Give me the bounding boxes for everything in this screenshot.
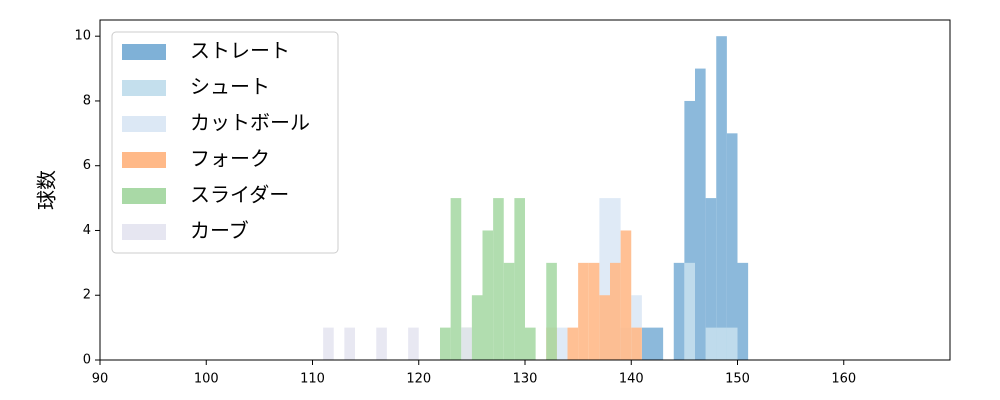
x-tick-label: 140 <box>619 372 644 387</box>
bar <box>620 230 632 360</box>
x-tick-label: 130 <box>513 372 538 387</box>
x-tick-label: 160 <box>831 372 856 387</box>
bar <box>567 327 579 360</box>
bar <box>323 327 334 360</box>
y-tick-label: 10 <box>74 29 91 44</box>
x-tick-label: 100 <box>194 372 219 387</box>
bar <box>673 262 685 360</box>
y-axis-label: 球数 <box>35 170 59 210</box>
bar <box>737 262 749 360</box>
bar <box>684 100 695 360</box>
bar <box>695 68 706 361</box>
bar <box>503 262 515 360</box>
bar <box>631 327 642 360</box>
bar <box>525 327 536 360</box>
bar <box>408 327 419 360</box>
bar <box>556 327 568 360</box>
bar <box>705 198 717 360</box>
bar <box>514 198 525 360</box>
legend-swatch <box>122 80 166 96</box>
bar <box>716 36 727 360</box>
legend-swatch <box>122 152 166 168</box>
bar <box>705 327 717 360</box>
bar <box>684 262 695 360</box>
bar <box>726 327 738 360</box>
bar <box>610 262 621 360</box>
bar <box>599 198 610 360</box>
bar <box>588 262 600 360</box>
bar <box>493 198 504 360</box>
legend-swatch <box>122 188 166 204</box>
bar <box>599 295 610 360</box>
x-tick-label: 110 <box>300 372 325 387</box>
bar <box>482 230 494 360</box>
bar <box>578 262 589 360</box>
bar <box>641 327 653 360</box>
legend-label: カーブ <box>190 219 249 243</box>
y-tick-label: 6 <box>83 158 91 173</box>
x-tick-label: 150 <box>725 372 750 387</box>
y-tick-label: 2 <box>83 288 91 303</box>
legend-label: カットボール <box>190 111 310 135</box>
bar <box>461 327 472 360</box>
bar <box>344 327 355 360</box>
y-tick-label: 8 <box>83 93 91 108</box>
legend-label: スライダー <box>190 183 289 207</box>
legend-box <box>111 31 339 254</box>
bar <box>546 262 557 360</box>
legend-swatch <box>122 224 166 240</box>
y-tick-label: 4 <box>83 223 91 238</box>
bar <box>450 198 462 360</box>
bar <box>440 327 451 360</box>
y-tick-label: 0 <box>83 353 91 368</box>
bar <box>376 327 387 360</box>
legend-label: ストレート <box>190 39 290 63</box>
bar <box>716 327 727 360</box>
bar <box>652 327 664 360</box>
legend-label: フォーク <box>190 147 270 171</box>
legend-swatch <box>122 44 166 60</box>
x-tick-label: 90 <box>92 372 109 387</box>
bar <box>471 295 483 360</box>
x-tick-label: 120 <box>406 372 431 387</box>
legend-swatch <box>122 116 166 132</box>
legend-label: シュート <box>190 75 270 99</box>
bar <box>726 133 738 360</box>
